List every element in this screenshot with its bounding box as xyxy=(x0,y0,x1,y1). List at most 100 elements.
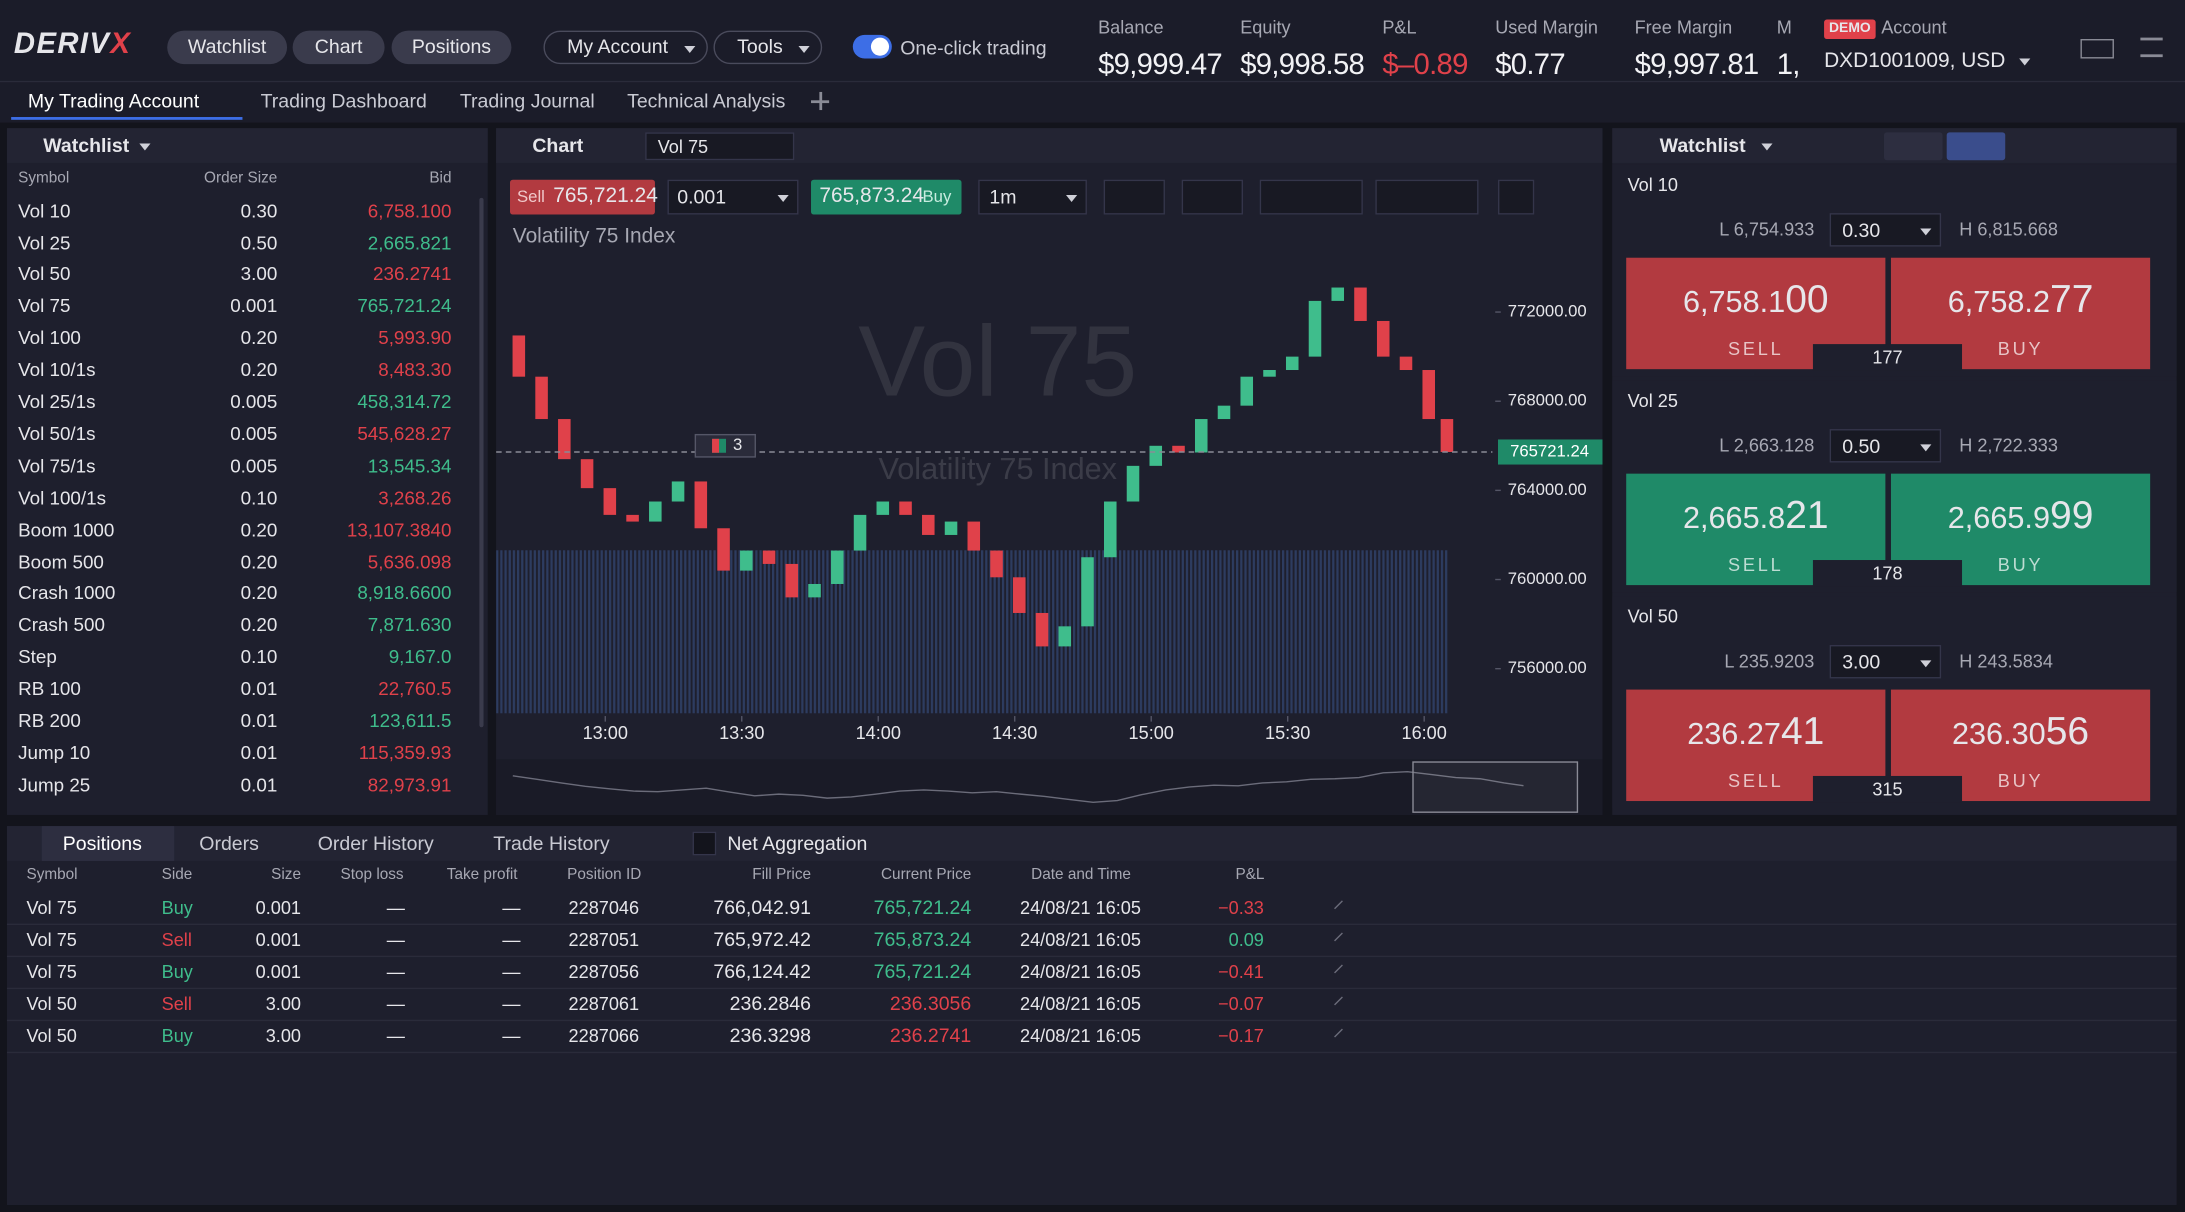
close-position[interactable] xyxy=(1334,932,1350,948)
close-position[interactable] xyxy=(1334,965,1350,981)
account-id[interactable]: DXD1001009, USD xyxy=(1824,48,2005,73)
symbol-input[interactable]: Vol 75 xyxy=(645,132,794,160)
nav-label[interactable]: Chart xyxy=(315,35,363,58)
watchlist-size: 0.01 xyxy=(241,711,278,734)
menu-icon[interactable] xyxy=(2140,38,2162,58)
x-tick-label: 14:30 xyxy=(992,723,1037,743)
position-cell: 766,124.42 xyxy=(713,960,811,983)
watchlist-symbol[interactable]: Vol 75 xyxy=(18,296,70,319)
watchlist-symbol[interactable]: RB 100 xyxy=(18,679,81,702)
dropdown-arrow xyxy=(139,143,150,150)
list-view-toggle[interactable] xyxy=(1884,132,1943,160)
watchlist-symbol[interactable]: Vol 50/1s xyxy=(18,423,95,446)
watchlist-symbol[interactable]: Vol 25/1s xyxy=(18,391,95,414)
position-cell: 236.3298 xyxy=(730,1024,811,1047)
watchlist-symbol[interactable]: Vol 75/1s xyxy=(18,455,95,478)
nav-button[interactable]: Chart xyxy=(293,31,385,64)
toolbar-button[interactable] xyxy=(1498,180,1534,215)
nav-label[interactable]: Positions xyxy=(412,35,491,58)
watchlist-symbol[interactable]: Jump 25 xyxy=(18,774,90,797)
timeframe-select[interactable]: 1m xyxy=(978,180,1087,215)
toolbar-button[interactable] xyxy=(1182,180,1243,215)
close-position[interactable] xyxy=(1334,900,1350,916)
grid-view-toggle[interactable] xyxy=(1947,132,2006,160)
menu-button[interactable]: Tools xyxy=(713,31,822,64)
stat-label: M xyxy=(1777,17,1792,39)
toggle-switch[interactable] xyxy=(853,35,892,59)
add-tab[interactable] xyxy=(819,92,821,110)
position-cell: 3.00 xyxy=(266,1025,301,1047)
sell-price-head: 6,758.1 xyxy=(1683,284,1785,320)
position-cell: −0.17 xyxy=(1218,1025,1264,1047)
candle xyxy=(1036,613,1049,646)
workspace-tab[interactable]: Technical Analysis xyxy=(627,90,785,113)
column-header: Current Price xyxy=(881,867,971,885)
toolbar-button[interactable] xyxy=(1375,180,1478,215)
spread-box: 177 xyxy=(1813,344,1962,370)
watchlist-symbol[interactable]: Crash 500 xyxy=(18,615,105,638)
nav-button[interactable]: Positions xyxy=(392,31,512,64)
menu-button[interactable]: My Account xyxy=(543,31,707,64)
positions-panel: Positions Orders Order History Trade Histor… xyxy=(7,826,2177,1205)
quantity-input[interactable]: 0.001 xyxy=(667,180,798,215)
candle xyxy=(899,502,912,515)
candle xyxy=(763,551,776,564)
position-cell: 236.2741 xyxy=(890,1024,971,1047)
watchlist-symbol[interactable]: Boom 500 xyxy=(18,551,104,574)
card-size-input[interactable]: 0.50 xyxy=(1830,429,1941,462)
watchlist-symbol[interactable]: Jump 10 xyxy=(18,742,90,765)
card-size-input[interactable]: 3.00 xyxy=(1830,645,1941,678)
candle xyxy=(1441,419,1454,452)
position-cell: — xyxy=(502,961,520,983)
position-cell: 765,721.24 xyxy=(874,896,972,919)
positions-tab[interactable]: Positions xyxy=(63,832,142,855)
menu-label[interactable]: Tools xyxy=(737,35,783,58)
close-position[interactable] xyxy=(1334,997,1350,1013)
watchlist-symbol[interactable]: Boom 1000 xyxy=(18,519,114,542)
sell-price: 6,758.100 xyxy=(1626,277,1885,322)
position-cell: Vol 50 xyxy=(26,1025,76,1047)
sell-button[interactable]: Sell765,721.24 xyxy=(510,180,655,215)
toolbar-button[interactable] xyxy=(1260,180,1363,215)
nav-button[interactable]: Watchlist xyxy=(167,31,287,64)
position-cell: Buy xyxy=(162,961,193,983)
candle xyxy=(604,488,617,515)
trade-card: Vol 25L 2,663.1280.50H 2,722.3332,665.82… xyxy=(1612,380,2176,592)
marker-flag-red xyxy=(712,439,719,453)
column-header: P&L xyxy=(1235,867,1264,885)
account-label: Account xyxy=(1881,17,1946,39)
position-cell: 2287061 xyxy=(569,993,640,1015)
checkbox[interactable] xyxy=(693,832,717,856)
watchlist-symbol[interactable]: Vol 50 xyxy=(18,264,70,287)
watchlist-bid: 765,721.24 xyxy=(357,296,451,319)
position-cell: 0.09 xyxy=(1229,929,1264,951)
positions-tab[interactable]: Orders xyxy=(199,832,259,855)
position-cell: — xyxy=(387,897,405,919)
nav-label[interactable]: Watchlist xyxy=(188,35,266,58)
menu-label[interactable]: My Account xyxy=(567,35,668,58)
watchlist-symbol[interactable]: Vol 100 xyxy=(18,328,81,351)
watchlist-symbol[interactable]: Vol 100/1s xyxy=(18,487,106,510)
workspace-tab[interactable]: Trading Journal xyxy=(460,90,595,113)
card-size-input[interactable]: 0.30 xyxy=(1830,213,1941,246)
candle xyxy=(1081,557,1094,626)
workspace-tab[interactable]: Trading Dashboard xyxy=(261,90,427,113)
close-position[interactable] xyxy=(1334,1029,1350,1045)
toolbar-button[interactable] xyxy=(1104,180,1165,215)
watchlist-symbol[interactable]: Vol 25 xyxy=(18,232,70,255)
x-tick-label: 13:00 xyxy=(583,723,628,743)
watchlist-symbol[interactable]: Vol 10/1s xyxy=(18,360,95,383)
watchlist-symbol[interactable]: Vol 10 xyxy=(18,200,70,223)
position-cell: 765,873.24 xyxy=(874,928,972,951)
watchlist-symbol[interactable]: Crash 1000 xyxy=(18,583,115,606)
buy-button[interactable]: 765,873.24Buy xyxy=(811,180,961,215)
positions-tab[interactable]: Trade History xyxy=(493,832,609,855)
position-cell: −0.33 xyxy=(1218,897,1264,919)
sell-label: Sell xyxy=(517,186,545,206)
watchlist-symbol[interactable]: Step xyxy=(18,647,57,670)
layout-icon[interactable] xyxy=(2080,39,2113,59)
workspace-tab[interactable]: My Trading Account xyxy=(28,90,199,113)
stat-label: Used Margin xyxy=(1495,17,1598,39)
positions-tab[interactable]: Order History xyxy=(318,832,434,855)
watchlist-symbol[interactable]: RB 200 xyxy=(18,711,81,734)
